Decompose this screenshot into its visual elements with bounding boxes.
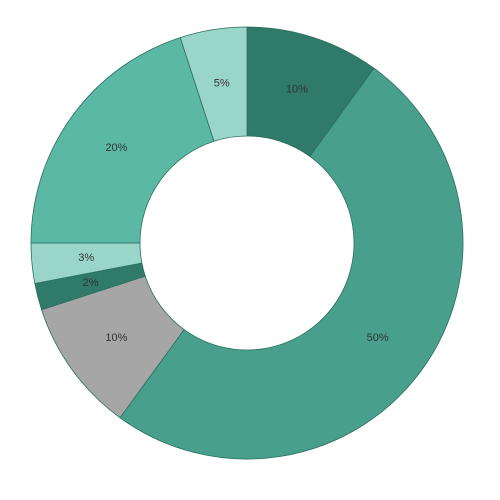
data-label: 10% <box>286 83 308 95</box>
slice <box>30 37 215 244</box>
data-label: 10% <box>105 332 127 344</box>
data-label: 5% <box>214 77 230 89</box>
data-label: 3% <box>78 252 94 264</box>
slice <box>119 67 464 460</box>
data-label: 20% <box>105 142 127 154</box>
data-label: 2% <box>83 277 99 289</box>
slice <box>179 26 248 142</box>
data-label: 50% <box>367 332 389 344</box>
